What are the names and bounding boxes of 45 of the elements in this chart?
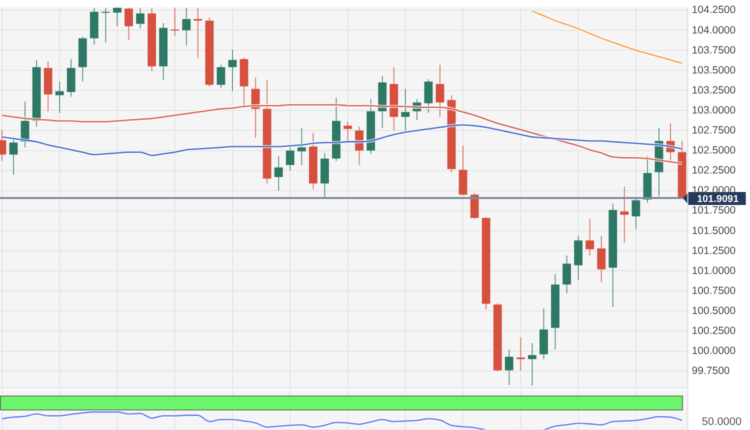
candlestick [274,156,283,192]
y-tick-label: 99.7500 [692,365,730,378]
candlestick [401,88,410,132]
candlestick [286,146,294,172]
y-tick-label: 102.2500 [692,164,736,177]
candlestick [632,198,640,230]
y-tick-label: 103.5000 [692,64,736,76]
y-tick-label: 100.2500 [692,325,736,338]
y-tick-label: 101.7500 [692,204,736,217]
candlestick [194,7,202,59]
candlestick [216,64,226,89]
candlestick [424,78,433,114]
candlestick [136,7,144,30]
y-tick-label: 101.0000 [692,264,736,277]
candlestick [170,7,180,36]
y-tick-label: 101.5000 [692,224,736,237]
candlestick [102,7,110,43]
candlestick [562,255,571,294]
candlestick [436,64,444,118]
candlestick [228,49,237,92]
y-tick-label: 100.0000 [692,345,736,358]
candlestick [113,7,122,27]
y-tick-label: 100.7500 [692,284,736,297]
candlestick [182,7,191,46]
y-tick-label: 100.5000 [692,305,736,317]
candlestick [620,186,629,244]
candlestick [297,128,306,166]
y-tick-label: 103.0000 [692,104,736,116]
candlestick [528,342,536,386]
y-tick-label: 103.2500 [692,84,736,96]
y-tick-label: 104.0000 [692,24,736,36]
candlestick [516,336,525,371]
y-tick-label: 103.7500 [692,44,736,56]
candlestick [586,218,594,256]
candlestick [55,81,64,114]
y-tick-label: 102.5000 [692,144,736,157]
ref-line-label: 101.9091 [696,194,740,205]
y-tick-label: 102.7500 [692,124,736,137]
y-tick-label: 104.2500 [692,4,736,16]
candlestick [597,235,606,283]
text: 50.0000 [702,416,742,428]
y-tick-label: 101.2500 [692,244,736,257]
candlestick [344,121,352,142]
candlestick [124,7,133,40]
candlestick [504,349,514,386]
